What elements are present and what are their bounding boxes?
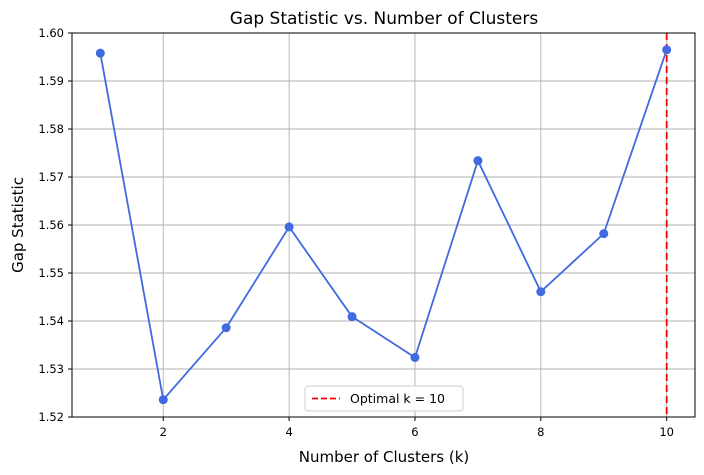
x-axis-ticks: 2 4 6 8 10 bbox=[160, 417, 674, 439]
x-tick-label: 8 bbox=[537, 425, 544, 439]
y-tick-label: 1.52 bbox=[38, 410, 64, 424]
x-tick-label: 6 bbox=[411, 425, 418, 439]
data-point bbox=[410, 352, 420, 362]
chart-title: Gap Statistic vs. Number of Clusters bbox=[230, 9, 539, 29]
x-tick-label: 10 bbox=[659, 425, 674, 439]
data-point bbox=[473, 156, 483, 166]
y-tick-label: 1.60 bbox=[38, 26, 64, 40]
legend: Optimal k = 10 bbox=[304, 385, 464, 412]
y-tick-label: 1.58 bbox=[38, 122, 64, 136]
data-point bbox=[599, 229, 609, 239]
y-tick-label: 1.57 bbox=[38, 170, 64, 184]
data-point bbox=[662, 45, 672, 55]
legend-box bbox=[304, 385, 464, 412]
legend-label-optimal-k: Optimal k = 10 bbox=[350, 391, 445, 406]
x-tick-label: 4 bbox=[285, 425, 292, 439]
data-point bbox=[536, 287, 546, 297]
data-point bbox=[347, 312, 357, 322]
y-tick-label: 1.59 bbox=[38, 74, 64, 88]
data-point bbox=[284, 222, 294, 232]
series-line-0 bbox=[99, 49, 668, 401]
x-tick-label: 2 bbox=[160, 425, 167, 439]
y-tick-label: 1.55 bbox=[38, 266, 64, 280]
y-axis-ticks: 1.52 1.53 1.54 1.55 1.56 1.57 1.58 1.59 1.60 bbox=[38, 26, 72, 424]
x-axis-title: Number of Clusters (k) bbox=[299, 448, 469, 466]
data-point bbox=[221, 323, 231, 333]
y-axis-title: Gap Statistic bbox=[9, 177, 27, 273]
data-point bbox=[95, 48, 105, 58]
series-layer bbox=[95, 45, 672, 405]
y-tick-label: 1.56 bbox=[38, 218, 64, 232]
y-tick-label: 1.53 bbox=[38, 362, 64, 376]
data-point bbox=[158, 395, 168, 405]
y-tick-label: 1.54 bbox=[38, 314, 64, 328]
